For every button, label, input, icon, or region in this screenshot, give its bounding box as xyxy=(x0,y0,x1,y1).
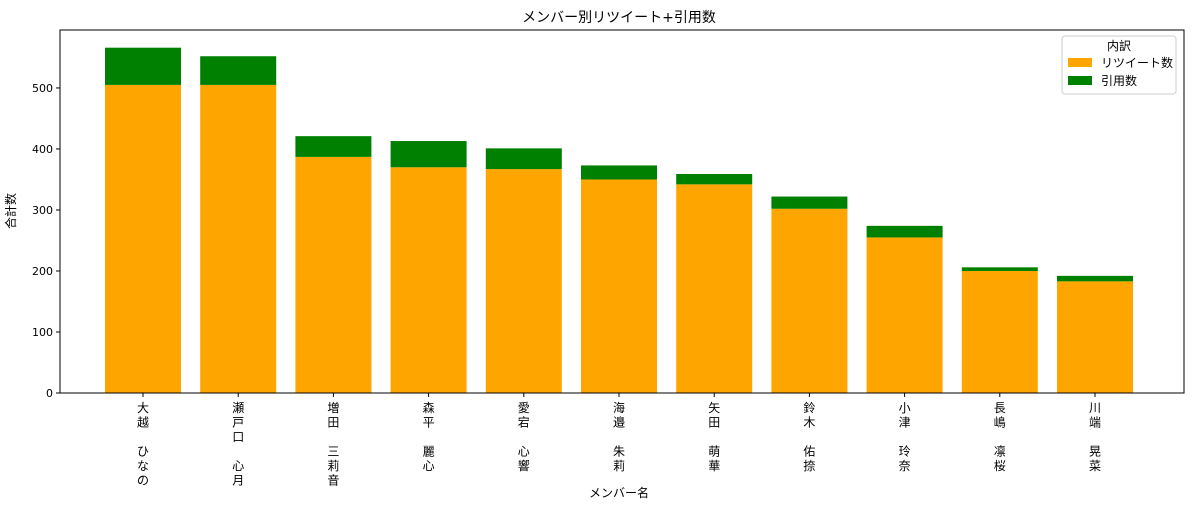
bar-quote xyxy=(105,47,181,85)
bar-retweet xyxy=(105,84,181,393)
y-tick-label: 0 xyxy=(46,387,53,400)
legend-swatch-quote xyxy=(1068,76,1092,85)
bar-retweet xyxy=(676,184,753,393)
legend: 内訳 リツイート数 引用数 xyxy=(1061,35,1177,95)
x-tick-label: 増田三莉音 xyxy=(327,401,339,488)
x-tick-label: 愛宕心響 xyxy=(518,401,530,473)
x-tick-label: 瀬戸口心月 xyxy=(232,401,244,488)
y-tick-label: 100 xyxy=(32,326,53,339)
y-tick-label: 300 xyxy=(32,204,53,217)
bar-retweet xyxy=(961,270,1038,393)
bar-quote xyxy=(866,225,943,238)
bar-retweet xyxy=(200,84,277,393)
bar-quote xyxy=(295,136,372,157)
bar-retweet xyxy=(1057,281,1133,393)
bar-quote xyxy=(581,165,657,180)
legend-swatch-retweet xyxy=(1068,58,1092,67)
bar-quote xyxy=(390,141,467,168)
bar-quote xyxy=(200,56,277,85)
y-tick-label: 500 xyxy=(32,82,53,95)
bar-quote xyxy=(676,173,753,185)
x-tick-label: 小津玲奈 xyxy=(899,401,911,473)
x-tick-label: 川端晃菜 xyxy=(1089,401,1101,473)
x-tick-label: 森平麗心 xyxy=(423,400,435,473)
bar-retweet xyxy=(390,167,467,393)
legend-label-quote: 引用数 xyxy=(1101,73,1137,88)
y-tick-label: 400 xyxy=(32,143,53,156)
bar-retweet xyxy=(295,156,372,393)
bar-retweet xyxy=(771,208,848,393)
bar-quote xyxy=(1057,275,1133,282)
x-tick-label: 大越ひなの xyxy=(137,401,149,488)
y-axis: 0 100 200 300 400 500 xyxy=(32,82,60,400)
x-tick-label: 海邉朱莉 xyxy=(613,400,625,473)
bar-retweet xyxy=(485,169,562,393)
chart-title: メンバー別リツイート+引用数 xyxy=(522,10,716,26)
x-tick-label: 矢田萌華 xyxy=(708,401,720,473)
x-axis: 大越ひなの 瀬戸口心月 増田三莉音 森平麗心 愛宕心響 海邉朱莉 矢田萌華 鈴木佑捺 小津玲奈 長… xyxy=(137,393,1101,488)
bar-retweet xyxy=(581,179,657,393)
bars-layer xyxy=(105,47,1133,393)
legend-label-retweet: リツイート数 xyxy=(1101,55,1173,70)
x-tick-label: 鈴木佑捺 xyxy=(803,400,815,473)
bar-quote xyxy=(961,267,1038,271)
legend-title: 内訳 xyxy=(1107,38,1131,53)
bar-retweet xyxy=(866,237,943,393)
x-tick-label: 長嶋凛桜 xyxy=(994,401,1006,473)
bar-quote xyxy=(771,196,848,209)
y-tick-label: 200 xyxy=(32,265,53,278)
plot-frame xyxy=(59,29,1185,394)
y-axis-label: 合計数 xyxy=(3,193,18,229)
x-axis-label: メンバー名 xyxy=(589,485,649,500)
bar-quote xyxy=(485,148,562,170)
